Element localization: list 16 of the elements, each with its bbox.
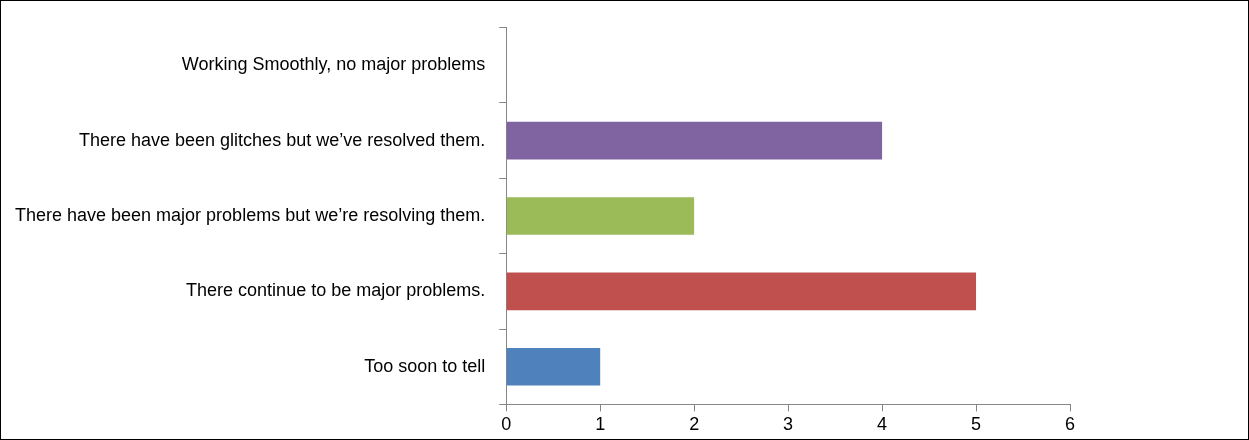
x-tick-label: 4	[877, 414, 888, 435]
bar	[506, 347, 601, 386]
y-tick-label: There have been glitches but we’ve resolved them.	[79, 129, 486, 150]
y-tick-label: There have been major problems but we’re resolving them.	[15, 204, 486, 225]
x-tick-label: 0	[501, 414, 512, 435]
y-tick-label: Working Smoothly, no major problems	[181, 54, 486, 75]
y-tick-label: There continue to be major problems.	[186, 280, 486, 301]
x-tick-label: 3	[783, 414, 794, 435]
y-tick-label: Too soon to tell	[364, 355, 486, 376]
x-tick-label: 1	[595, 414, 606, 435]
x-tick-label: 6	[1064, 414, 1076, 435]
x-tick-label: 5	[971, 414, 982, 435]
x-tick-label: 2	[689, 414, 700, 435]
bar	[506, 121, 883, 160]
bar	[506, 197, 695, 235]
bar	[506, 272, 977, 311]
